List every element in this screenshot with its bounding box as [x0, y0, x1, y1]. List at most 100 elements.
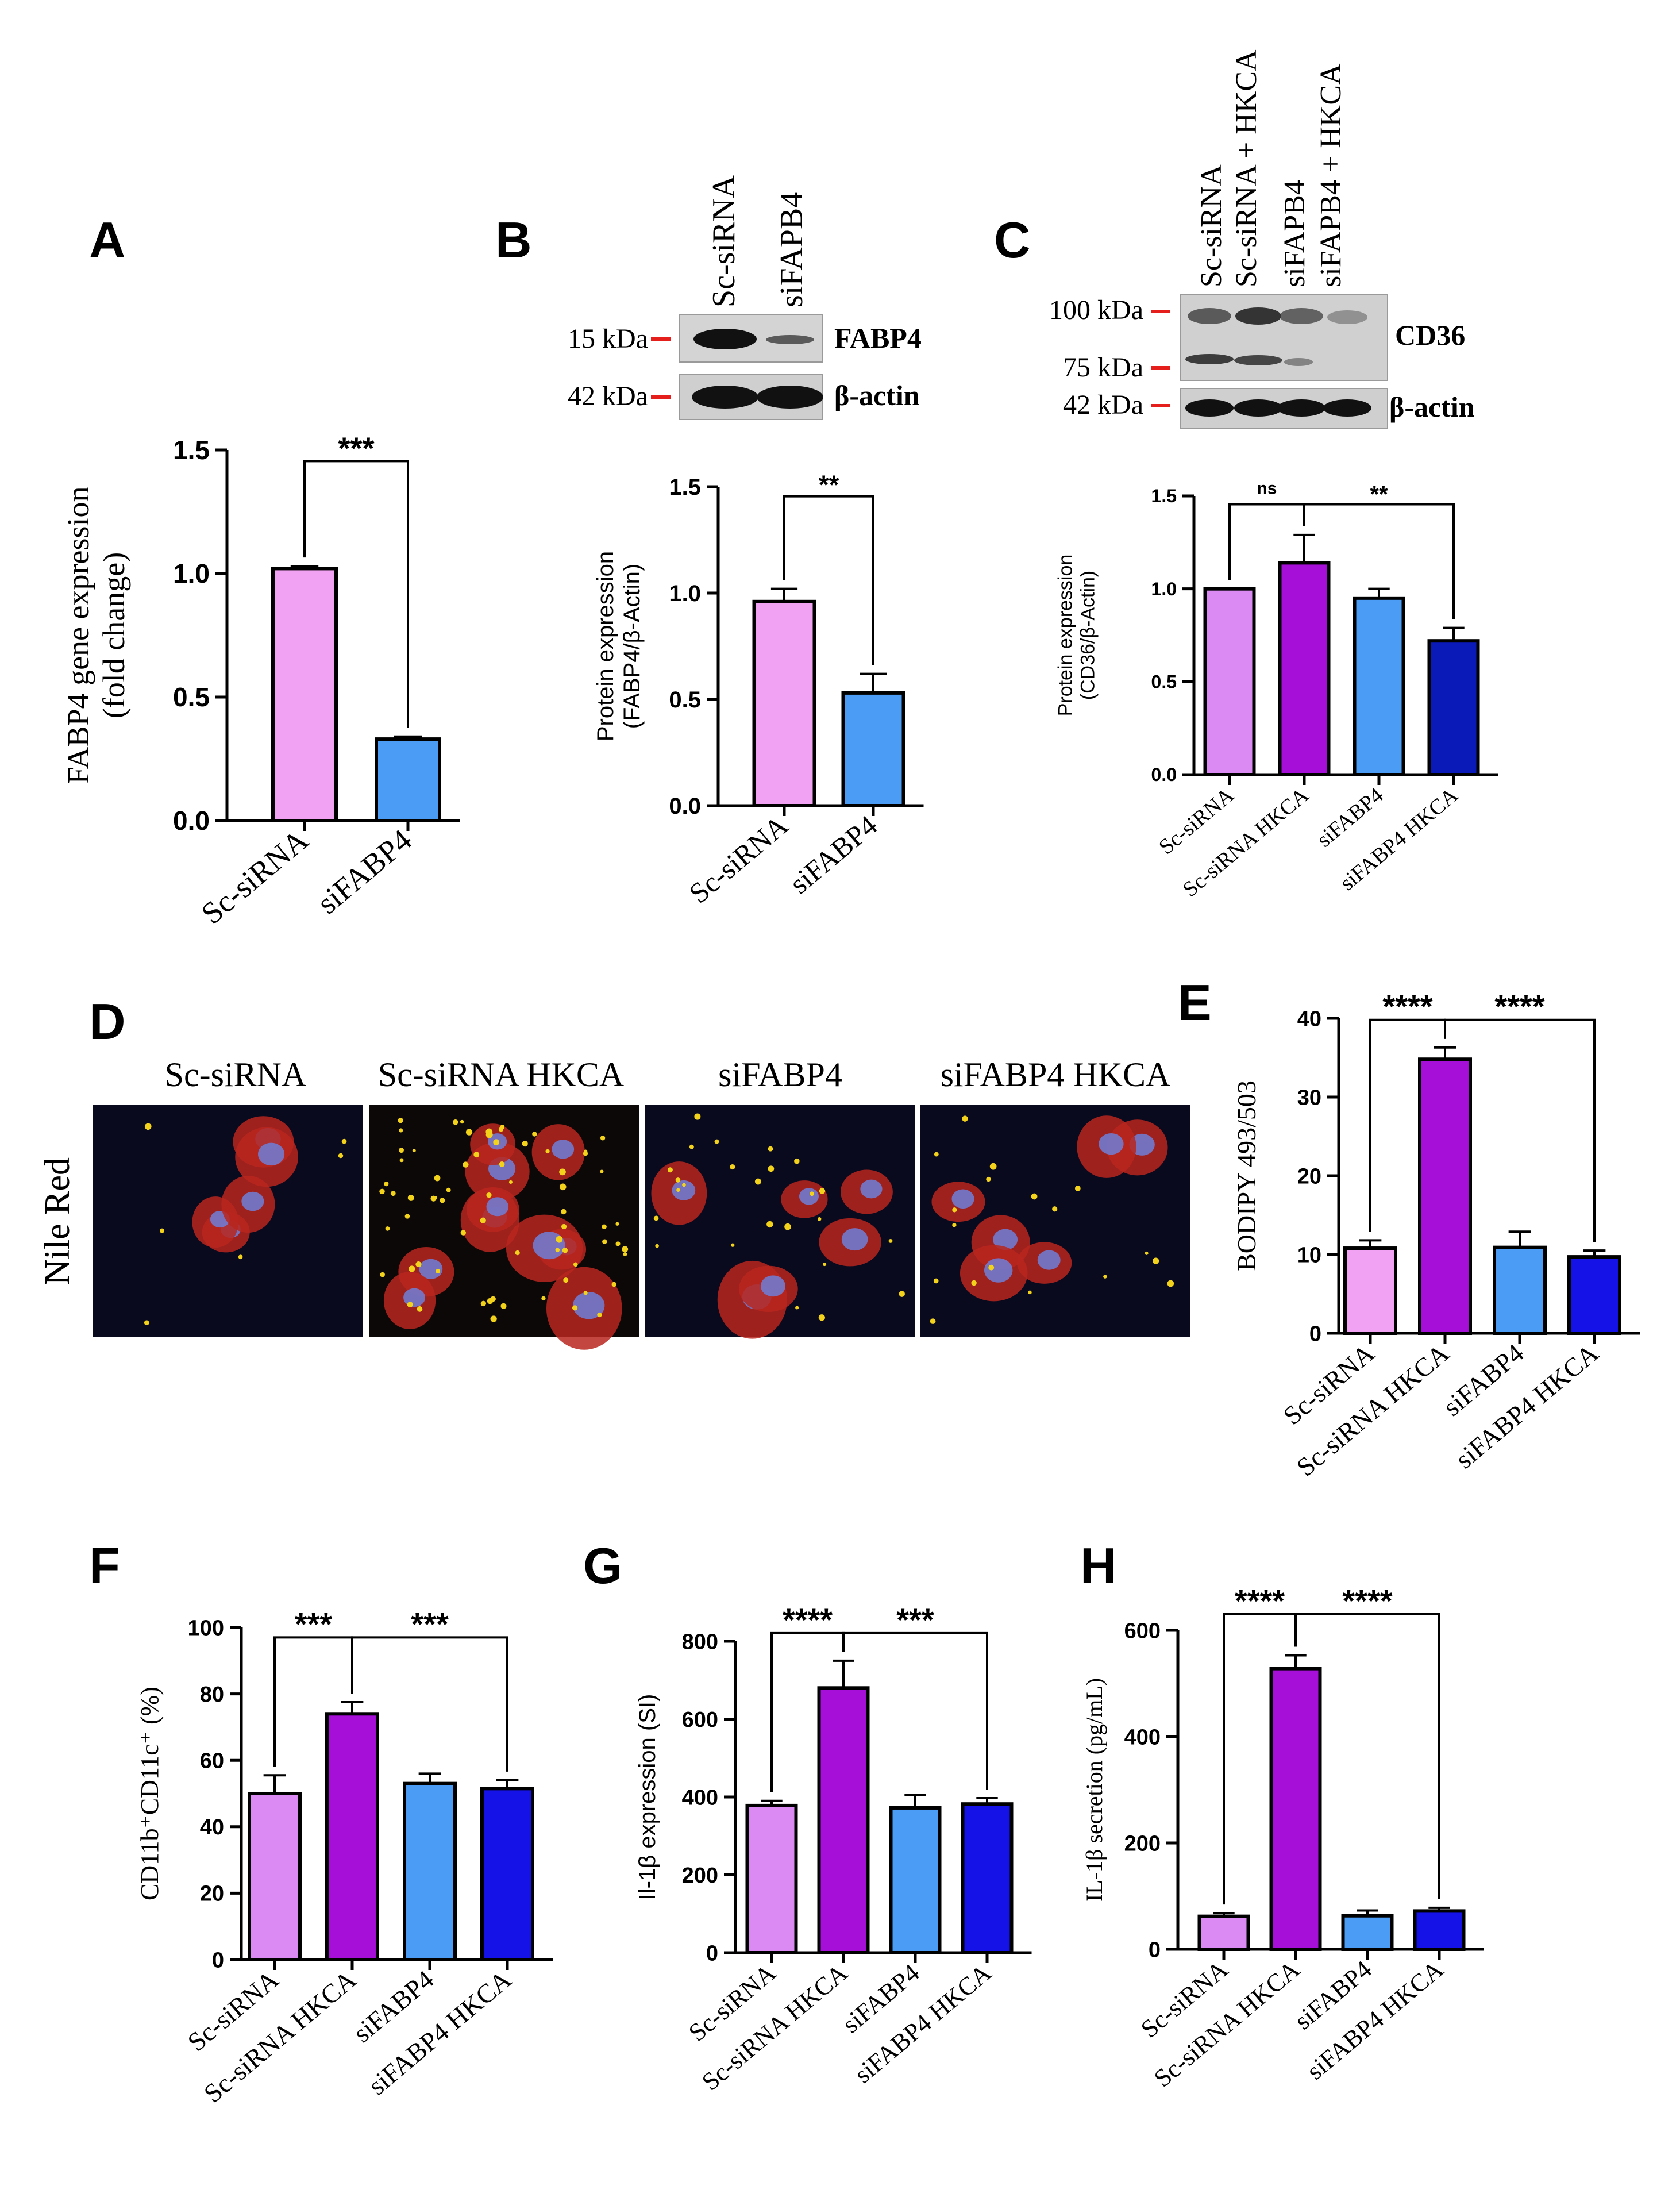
y-tick-label: 0.5 [173, 682, 210, 712]
bar [248, 1792, 302, 1961]
lipid-droplet [888, 1238, 893, 1243]
bar [1197, 1914, 1250, 1951]
bar [961, 1802, 1014, 1955]
bar [1493, 1245, 1547, 1335]
panel-label-f: F [89, 1537, 120, 1594]
lipid-droplet [768, 1165, 775, 1172]
bar [1353, 596, 1405, 777]
lipid-droplet [399, 1148, 404, 1153]
significance-bracket [1444, 1018, 1596, 1242]
lipid-droplet [440, 1198, 445, 1203]
lipid-droplet [611, 1282, 617, 1287]
lipid-droplet [730, 1164, 735, 1170]
lipid-droplet [899, 1291, 905, 1297]
blot-c-cd36-strip [1180, 294, 1388, 381]
significance-label: *** [295, 1606, 333, 1642]
y-tick-label: 1.5 [1151, 486, 1177, 506]
lipid-droplet [597, 1312, 602, 1318]
bar [271, 567, 338, 823]
y-tick-label: 1.0 [669, 581, 701, 606]
blot-band [1188, 308, 1231, 324]
significance-label: **** [1382, 988, 1432, 1025]
lipid-droplet [689, 1144, 694, 1149]
blot-band [693, 329, 757, 349]
y-tick-label: 0.0 [669, 794, 701, 819]
blot-band [692, 386, 758, 409]
lipid-droplet [971, 1280, 977, 1286]
bar [817, 1686, 870, 1955]
lipid-droplet [930, 1318, 936, 1324]
lipid-droplet [934, 1152, 939, 1157]
lipid-droplet [655, 1244, 659, 1248]
y-tick-label: 20 [200, 1882, 224, 1906]
category-label: siFABP4 [783, 809, 883, 900]
cell-nucleus [841, 1228, 868, 1251]
blot-band [766, 335, 814, 344]
y-tick-label: 0.0 [173, 806, 210, 836]
lipid-droplet [1167, 1280, 1174, 1287]
significance-label: ** [1370, 482, 1388, 507]
bar [1343, 1246, 1397, 1336]
micrograph-title: siFABP4 [718, 1056, 842, 1094]
blot-c-protein-label: CD36 [1395, 319, 1465, 351]
blot-c-lane-label: Sc-siRNA + HKCA [1230, 49, 1263, 287]
cell-nucleus [552, 1140, 575, 1159]
lipid-droplet [819, 1188, 826, 1194]
bar [1269, 1667, 1322, 1952]
panel-label-h: H [1080, 1537, 1117, 1594]
lipid-droplet [563, 1277, 569, 1283]
lipid-droplet [559, 1168, 566, 1176]
blot-band [1327, 310, 1367, 324]
lipid-droplet [561, 1209, 567, 1215]
lipid-droplet [417, 1306, 423, 1312]
lipid-droplet [490, 1315, 497, 1322]
lipid-droplet [541, 1296, 546, 1301]
significance-label: **** [1342, 1583, 1392, 1619]
lipid-droplet [952, 1222, 957, 1227]
lipid-droplet [160, 1228, 165, 1233]
bar [1418, 1057, 1472, 1335]
blot-band [1185, 354, 1234, 364]
y-tick-label: 30 [1297, 1086, 1321, 1110]
cell-nucleus [573, 1292, 605, 1319]
lipid-droplet [559, 1183, 567, 1191]
lipid-droplet [385, 1226, 390, 1231]
blot-band [1284, 358, 1313, 366]
lipid-droplet [602, 1239, 607, 1244]
lipid-droplet [415, 1261, 422, 1268]
significance-bracket [303, 460, 409, 728]
lipid-droplet [731, 1243, 735, 1247]
lipid-droplet [409, 1265, 415, 1272]
y-tick-label: 0 [212, 1948, 224, 1972]
bar [841, 691, 905, 808]
y-tick-label: 10 [1297, 1243, 1321, 1267]
lipid-droplet [555, 1248, 560, 1253]
micrographs-d: Sc-siRNA Sc-siRNA HKCA siFABP4 siFABP4 H… [38, 1056, 1190, 1350]
lipid-droplet [144, 1123, 152, 1130]
lipid-droplet [407, 1194, 414, 1201]
lipid-droplet [602, 1224, 607, 1230]
y-axis-label: Il-1β expression (SI) [635, 1694, 660, 1900]
lipid-droplet [486, 1192, 492, 1198]
lipid-droplet [487, 1298, 494, 1304]
y-axis-label: FABP4 gene expression [61, 487, 95, 784]
lipid-droplet [1103, 1275, 1107, 1279]
panel-label-c: C [994, 211, 1031, 268]
y-axis-label: IL-1β secretion (pg/mL) [1081, 1678, 1107, 1902]
y-axis-label: (FABP4/β-Actin) [619, 564, 645, 729]
micrograph-image [645, 1105, 915, 1339]
lipid-droplet [446, 1187, 451, 1192]
y-tick-label: 400 [682, 1785, 718, 1810]
blot-b-lane-label: Sc-siRNA [706, 175, 742, 307]
cell-nucleus [672, 1180, 696, 1200]
lipid-droplet [499, 1161, 505, 1167]
panel-label-d: D [89, 993, 126, 1050]
lipid-droplet [338, 1153, 344, 1159]
category-label: siFABP4 HKCA [363, 1965, 517, 2101]
panel-label-a: A [89, 211, 126, 268]
lipid-droplet [600, 1136, 606, 1141]
category-label: Sc-siRNA HKCA [1178, 783, 1313, 902]
